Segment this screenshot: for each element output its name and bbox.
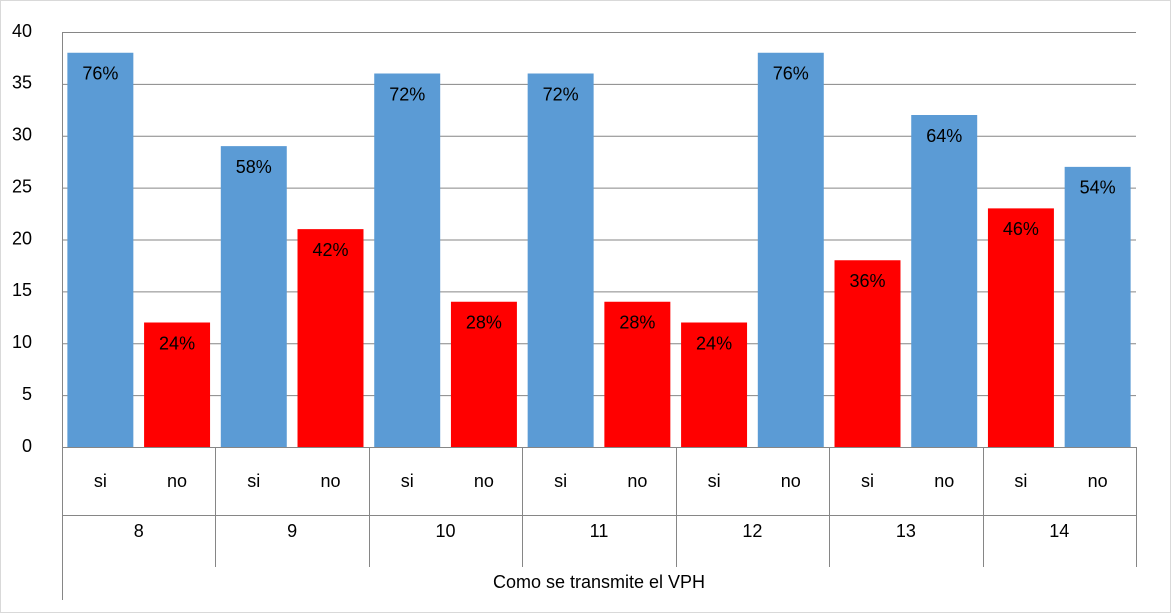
- x-tick-label: si: [554, 471, 567, 491]
- bar: [834, 260, 901, 447]
- y-tick-label: 35: [12, 73, 32, 93]
- bar: [220, 146, 287, 447]
- x-tick-label: no: [167, 471, 187, 491]
- x-tick-label: no: [474, 471, 494, 491]
- group-label: 14: [1049, 521, 1069, 541]
- bar: [450, 301, 517, 447]
- bar: [681, 322, 748, 447]
- bar: [757, 52, 824, 447]
- bar: [911, 115, 978, 447]
- x-tick-label: si: [247, 471, 260, 491]
- data-label: 58%: [236, 157, 272, 177]
- bar: [297, 229, 364, 447]
- y-tick-label: 0: [22, 436, 32, 456]
- data-label: 46%: [1003, 219, 1039, 239]
- data-label: 42%: [312, 240, 348, 260]
- bar: [144, 322, 211, 447]
- group-label: 10: [436, 521, 456, 541]
- group-label: 11: [590, 521, 609, 541]
- data-label: 54%: [1080, 178, 1116, 198]
- bar: [987, 208, 1054, 447]
- x-tick-label: no: [627, 471, 647, 491]
- bar: [1064, 166, 1131, 447]
- bar: [527, 73, 594, 447]
- group-label: 9: [287, 521, 297, 541]
- x-tick-label: no: [320, 471, 340, 491]
- axis-title: Como se transmite el VPH: [493, 572, 705, 592]
- y-tick-label: 5: [22, 384, 32, 404]
- data-label: 28%: [466, 313, 502, 333]
- group-label: 12: [742, 521, 762, 541]
- data-label: 36%: [849, 271, 885, 291]
- x-tick-label: no: [1088, 471, 1108, 491]
- x-tick-label: no: [934, 471, 954, 491]
- group-label: 13: [896, 521, 916, 541]
- y-tick-label: 15: [12, 280, 32, 300]
- data-label: 76%: [82, 64, 118, 84]
- y-tick-label: 10: [12, 332, 32, 352]
- x-tick-label: si: [94, 471, 107, 491]
- x-tick-label: no: [781, 471, 801, 491]
- bar: [374, 73, 441, 447]
- data-label: 72%: [543, 84, 579, 104]
- data-label: 76%: [773, 64, 809, 84]
- y-tick-label: 20: [12, 228, 32, 248]
- y-tick-label: 40: [12, 21, 32, 41]
- bar: [67, 52, 134, 447]
- group-label: 8: [134, 521, 144, 541]
- y-tick-label: 30: [12, 125, 32, 145]
- x-tick-label: si: [401, 471, 414, 491]
- data-label: 64%: [926, 126, 962, 146]
- data-label: 72%: [389, 84, 425, 104]
- bar: [604, 301, 671, 447]
- x-tick-label: si: [1014, 471, 1027, 491]
- y-tick-label: 25: [12, 176, 32, 196]
- x-tick-label: si: [861, 471, 874, 491]
- data-label: 24%: [159, 333, 195, 353]
- x-tick-label: si: [708, 471, 721, 491]
- data-label: 24%: [696, 333, 732, 353]
- data-label: 28%: [619, 313, 655, 333]
